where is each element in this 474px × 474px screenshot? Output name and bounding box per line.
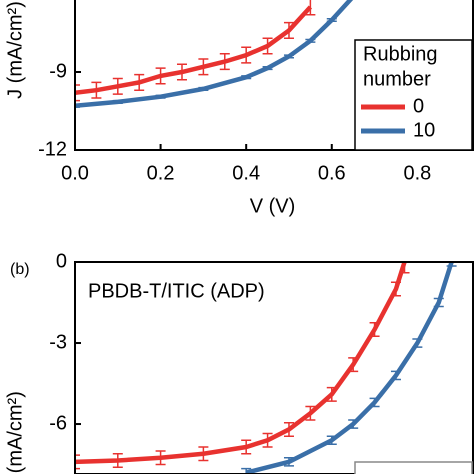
error-bar bbox=[198, 446, 209, 462]
error-bar bbox=[134, 73, 145, 91]
error-bar bbox=[262, 432, 273, 448]
error-bar bbox=[326, 17, 337, 23]
plot-area bbox=[75, 262, 457, 474]
error-bar bbox=[241, 439, 252, 455]
error-bar bbox=[283, 54, 294, 59]
y-tick-label: -12 bbox=[38, 138, 67, 160]
legend-label: 10 bbox=[413, 119, 435, 141]
error-bar bbox=[283, 21, 294, 39]
error-bar bbox=[155, 450, 166, 466]
y-tick-label: -6 bbox=[49, 412, 67, 434]
x-tick-label: 0.4 bbox=[232, 162, 260, 184]
error-bar bbox=[283, 457, 294, 467]
error-bar bbox=[112, 99, 123, 104]
y-tick-label: -9 bbox=[49, 60, 67, 82]
error-bar bbox=[305, 38, 316, 43]
x-tick-label: 0.2 bbox=[147, 162, 175, 184]
y-tick-label: 0 bbox=[56, 250, 67, 272]
legend-title: number bbox=[363, 68, 431, 90]
error-bar bbox=[262, 66, 273, 71]
legend-label: 0 bbox=[413, 95, 424, 117]
error-bar bbox=[241, 467, 252, 474]
plot-title: PBDB-T/ITIC (ADP) bbox=[88, 280, 265, 302]
error-bar bbox=[176, 63, 187, 81]
error-bar bbox=[348, 357, 359, 373]
legend-box bbox=[354, 461, 473, 474]
x-tick-label: 0.6 bbox=[318, 162, 346, 184]
y-tick-label: -6 bbox=[49, 0, 67, 4]
plot-area bbox=[75, 0, 354, 109]
x-tick-label: 0.0 bbox=[61, 162, 89, 184]
y-axis-label: J (mA/cm²) bbox=[4, 1, 26, 99]
error-bar bbox=[241, 46, 252, 64]
x-axis-label: V (V) bbox=[250, 195, 296, 217]
error-bar bbox=[198, 58, 209, 76]
series-line bbox=[75, 5, 313, 96]
error-bar bbox=[412, 338, 423, 348]
error-bar bbox=[91, 81, 102, 99]
error-bar bbox=[219, 53, 230, 71]
plot-frame bbox=[74, 261, 474, 474]
error-bar bbox=[390, 370, 401, 381]
error-bar bbox=[326, 386, 337, 402]
error-bar bbox=[305, 405, 316, 421]
x-tick-label: 0.8 bbox=[403, 162, 431, 184]
error-bar bbox=[155, 67, 166, 85]
y-tick-label: -3 bbox=[49, 331, 67, 353]
error-bar bbox=[155, 94, 166, 99]
error-bar bbox=[112, 452, 123, 468]
error-bar bbox=[446, 262, 457, 267]
error-bar bbox=[75, 84, 80, 102]
error-bar bbox=[75, 103, 80, 108]
legend-title: Rubbing bbox=[363, 43, 438, 65]
error-bar bbox=[198, 86, 209, 91]
error-bar bbox=[399, 262, 410, 274]
y-axis-label: J (mA/cm²) bbox=[4, 391, 26, 474]
error-bar bbox=[241, 75, 252, 80]
series-line bbox=[75, 0, 354, 109]
error-bar bbox=[433, 297, 444, 308]
error-bar bbox=[262, 37, 273, 55]
error-bar bbox=[112, 77, 123, 95]
error-bar bbox=[305, 0, 316, 16]
error-bar bbox=[348, 419, 359, 429]
error-bar bbox=[283, 421, 294, 437]
error-bar bbox=[75, 454, 80, 470]
error-bar bbox=[369, 397, 380, 408]
error-bar bbox=[369, 322, 380, 338]
error-bar bbox=[326, 435, 337, 446]
panel-label: (b) bbox=[10, 261, 30, 278]
error-bar bbox=[390, 281, 401, 297]
